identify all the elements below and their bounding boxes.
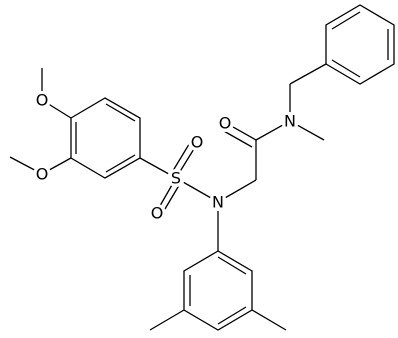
bond	[149, 309, 185, 331]
bonds	[9, 4, 395, 331]
aromatic-bond	[331, 11, 361, 30]
bond	[289, 63, 327, 85]
atom-labels: O O S O O N O N	[33, 91, 299, 223]
ring-bond	[183, 250, 253, 331]
double-bond	[161, 181, 182, 215]
atom-label: O	[36, 165, 49, 184]
atom-label: N	[212, 193, 224, 212]
atom-label: O	[219, 114, 232, 133]
ring-bond	[325, 4, 395, 85]
atom-label: S	[171, 169, 181, 188]
aromatic-bond	[105, 154, 136, 173]
ring-bond	[70, 97, 141, 179]
atom-label: O	[191, 133, 204, 152]
double-bond	[170, 140, 192, 175]
aromatic-bond	[105, 103, 136, 122]
atom-label: N	[284, 112, 296, 131]
aromatic-bond	[217, 256, 247, 275]
double-bond	[221, 129, 253, 148]
bond	[251, 309, 287, 331]
aromatic-bond	[331, 59, 361, 78]
aromatic-bond	[217, 306, 247, 325]
atom-label: O	[151, 204, 164, 223]
atom-label: O	[36, 91, 49, 110]
